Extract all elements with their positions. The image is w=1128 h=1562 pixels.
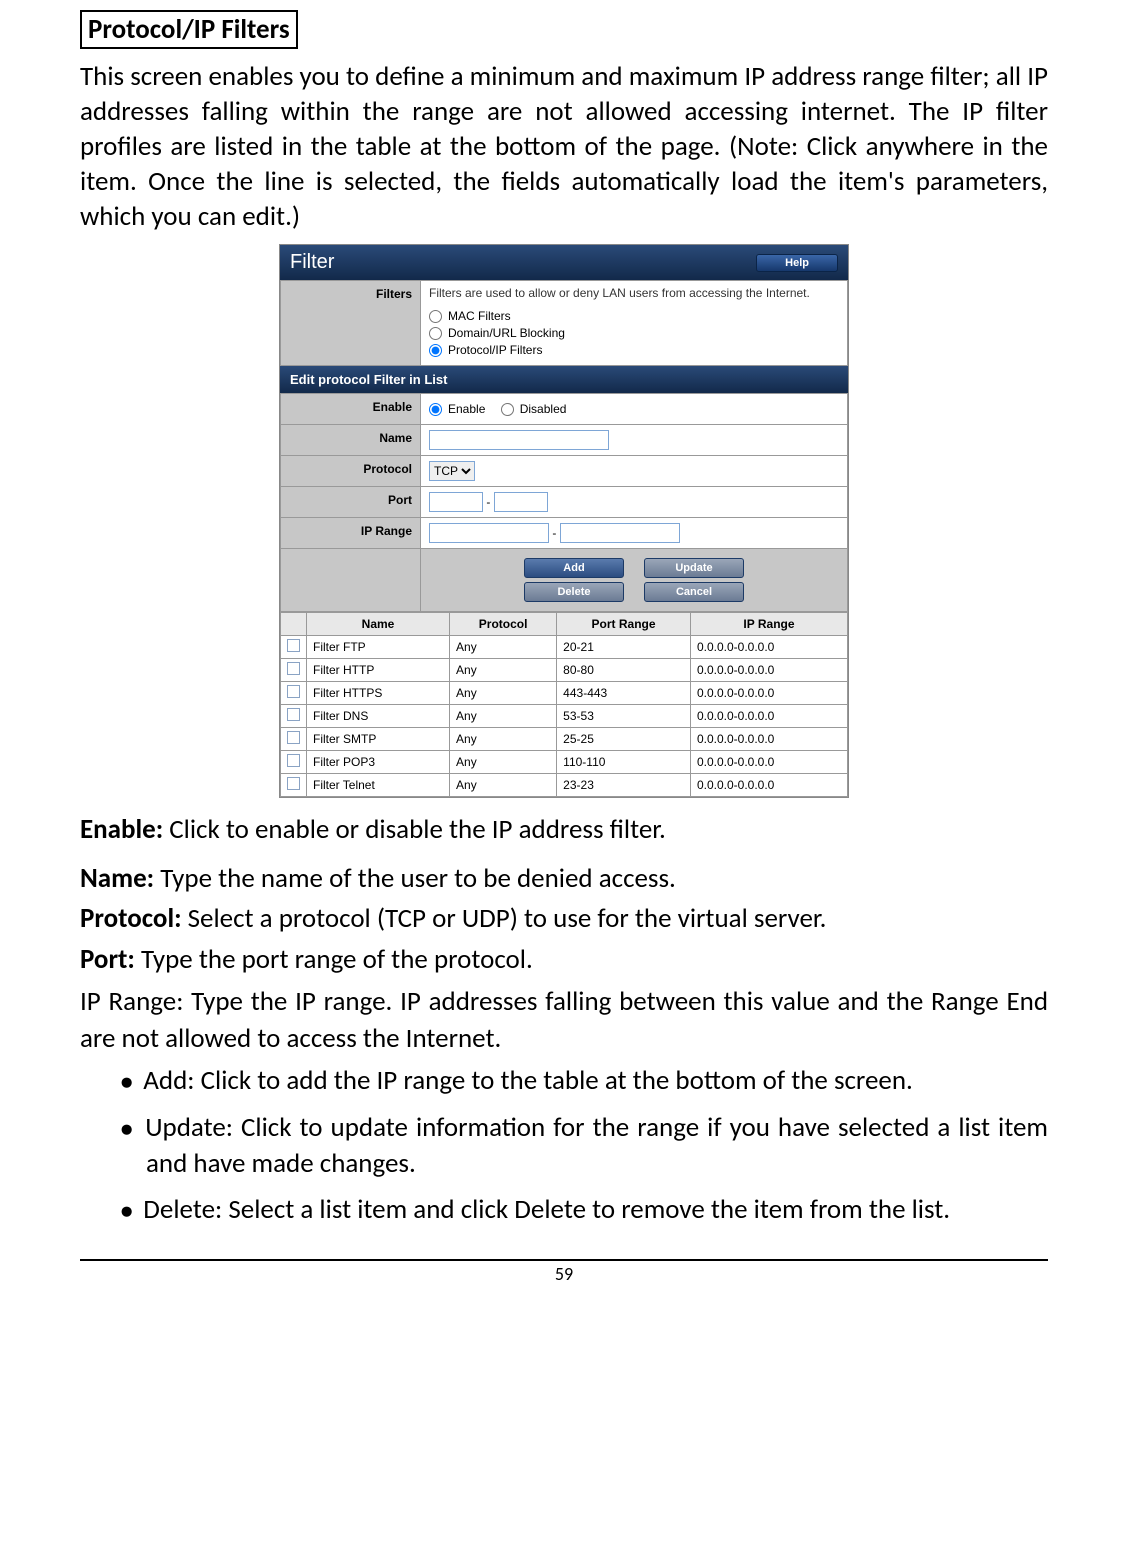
help-button[interactable]: Help <box>756 254 838 272</box>
page-number: 59 <box>80 1259 1048 1285</box>
cancel-button[interactable]: Cancel <box>644 582 744 602</box>
row-name: Filter Telnet <box>307 774 450 797</box>
filters-desc: Filters are used to allow or deny LAN us… <box>429 286 839 300</box>
col-ip-range: IP Range <box>690 613 847 636</box>
table-row[interactable]: Filter POP3Any110-1100.0.0.0-0.0.0.0 <box>281 751 848 774</box>
name-label: Name <box>281 425 421 456</box>
name-input[interactable] <box>429 430 609 450</box>
row-protocol: Any <box>450 682 557 705</box>
radio-enable[interactable] <box>429 403 442 416</box>
bullet-update: Update: Click to update information for … <box>100 1110 1048 1183</box>
row-protocol: Any <box>450 659 557 682</box>
radio-mac-label: MAC Filters <box>448 309 511 323</box>
router-screenshot: Filter Help Filters Filters are used to … <box>279 244 849 798</box>
radio-enable-label: Enable <box>448 402 485 416</box>
row-ip-range: 0.0.0.0-0.0.0.0 <box>690 682 847 705</box>
radio-disabled-label: Disabled <box>520 402 567 416</box>
filter-list-table: Name Protocol Port Range IP Range Filter… <box>280 612 848 797</box>
protocol-label: Protocol <box>281 456 421 487</box>
row-port-range: 110-110 <box>557 751 691 774</box>
radio-disabled[interactable] <box>501 403 514 416</box>
table-row[interactable]: Filter HTTPSAny443-4430.0.0.0-0.0.0.0 <box>281 682 848 705</box>
filters-label: Filters <box>281 281 421 366</box>
row-checkbox[interactable] <box>287 731 300 744</box>
row-port-range: 443-443 <box>557 682 691 705</box>
iprange-label: IP Range <box>281 518 421 549</box>
def-port-text: Type the port range of the protocol. <box>135 943 533 976</box>
update-button[interactable]: Update <box>644 558 744 578</box>
row-protocol: Any <box>450 751 557 774</box>
table-row[interactable]: Filter DNSAny53-530.0.0.0-0.0.0.0 <box>281 705 848 728</box>
port-to-input[interactable] <box>494 492 548 512</box>
row-ip-range: 0.0.0.0-0.0.0.0 <box>690 705 847 728</box>
col-protocol: Protocol <box>450 613 557 636</box>
iprange-from-input[interactable] <box>429 523 549 543</box>
iprange-dash: - <box>552 526 559 540</box>
bullet-add: Add: Click to add the IP range to the ta… <box>100 1063 1048 1099</box>
def-iprange-label: IP Range: <box>80 985 183 1018</box>
def-protocol-text: Select a protocol (TCP or UDP) to use fo… <box>182 902 827 935</box>
port-label: Port <box>281 487 421 518</box>
panel-title: Filter <box>290 251 334 274</box>
add-button[interactable]: Add <box>524 558 624 578</box>
table-row[interactable]: Filter HTTPAny80-800.0.0.0-0.0.0.0 <box>281 659 848 682</box>
row-ip-range: 0.0.0.0-0.0.0.0 <box>690 774 847 797</box>
page-title: Protocol/IP Filters <box>80 10 298 49</box>
row-checkbox[interactable] <box>287 639 300 652</box>
row-protocol: Any <box>450 705 557 728</box>
row-port-range: 23-23 <box>557 774 691 797</box>
row-protocol: Any <box>450 636 557 659</box>
section-bar: Edit protocol Filter in List <box>280 366 848 393</box>
enable-label: Enable <box>281 394 421 425</box>
row-protocol: Any <box>450 774 557 797</box>
row-checkbox[interactable] <box>287 754 300 767</box>
iprange-to-input[interactable] <box>560 523 680 543</box>
def-protocol-label: Protocol: <box>80 902 182 935</box>
def-iprange-text: Type the IP range. IP addresses falling … <box>80 985 1048 1054</box>
row-checkbox[interactable] <box>287 777 300 790</box>
row-name: Filter SMTP <box>307 728 450 751</box>
port-dash: - <box>486 495 493 509</box>
col-name: Name <box>307 613 450 636</box>
row-port-range: 20-21 <box>557 636 691 659</box>
radio-protocol-ip[interactable] <box>429 344 442 357</box>
table-row[interactable]: Filter SMTPAny25-250.0.0.0-0.0.0.0 <box>281 728 848 751</box>
row-checkbox[interactable] <box>287 708 300 721</box>
protocol-select[interactable]: TCP <box>429 461 475 481</box>
radio-mac-filters[interactable] <box>429 310 442 323</box>
delete-button[interactable]: Delete <box>524 582 624 602</box>
radio-domain-label: Domain/URL Blocking <box>448 326 565 340</box>
row-port-range: 53-53 <box>557 705 691 728</box>
row-ip-range: 0.0.0.0-0.0.0.0 <box>690 751 847 774</box>
row-checkbox[interactable] <box>287 662 300 675</box>
col-port-range: Port Range <box>557 613 691 636</box>
radio-domain-blocking[interactable] <box>429 327 442 340</box>
row-name: Filter DNS <box>307 705 450 728</box>
def-port-label: Port: <box>80 943 135 976</box>
radio-protocol-label: Protocol/IP Filters <box>448 343 542 357</box>
row-checkbox[interactable] <box>287 685 300 698</box>
row-ip-range: 0.0.0.0-0.0.0.0 <box>690 728 847 751</box>
bullet-delete: Delete: Select a list item and click Del… <box>100 1192 1048 1228</box>
table-row[interactable]: Filter TelnetAny23-230.0.0.0-0.0.0.0 <box>281 774 848 797</box>
row-port-range: 80-80 <box>557 659 691 682</box>
row-name: Filter POP3 <box>307 751 450 774</box>
def-name-text: Type the name of the user to be denied a… <box>154 862 676 895</box>
def-enable-label: Enable: <box>80 813 163 846</box>
row-name: Filter HTTPS <box>307 682 450 705</box>
row-port-range: 25-25 <box>557 728 691 751</box>
def-enable-text: Click to enable or disable the IP addres… <box>163 813 666 846</box>
row-name: Filter FTP <box>307 636 450 659</box>
intro-paragraph: This screen enables you to define a mini… <box>80 59 1048 234</box>
row-name: Filter HTTP <box>307 659 450 682</box>
row-ip-range: 0.0.0.0-0.0.0.0 <box>690 636 847 659</box>
row-protocol: Any <box>450 728 557 751</box>
def-name-label: Name: <box>80 862 154 895</box>
port-from-input[interactable] <box>429 492 483 512</box>
row-ip-range: 0.0.0.0-0.0.0.0 <box>690 659 847 682</box>
table-row[interactable]: Filter FTPAny20-210.0.0.0-0.0.0.0 <box>281 636 848 659</box>
